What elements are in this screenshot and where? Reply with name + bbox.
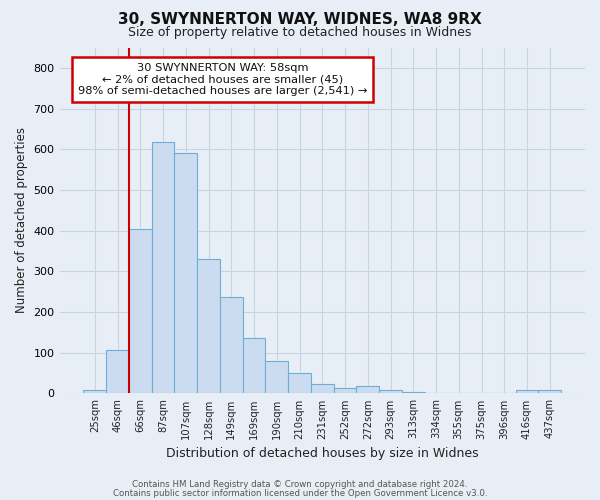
Bar [197,259,220,394]
Text: Size of property relative to detached houses in Widnes: Size of property relative to detached ho… [128,26,472,39]
Bar [129,230,152,394]
Bar [538,390,561,394]
Bar [288,372,311,394]
Bar [220,297,242,394]
Text: 30 SWYNNERTON WAY: 58sqm
← 2% of detached houses are smaller (45)
98% of semi-de: 30 SWYNNERTON WAY: 58sqm ← 2% of detache… [78,63,367,96]
Bar [175,153,197,394]
Bar [515,390,538,394]
Bar [242,338,265,394]
Bar [83,390,106,394]
Text: Contains HM Land Registry data © Crown copyright and database right 2024.: Contains HM Land Registry data © Crown c… [132,480,468,489]
Text: Contains public sector information licensed under the Open Government Licence v3: Contains public sector information licen… [113,489,487,498]
Bar [265,362,288,394]
Bar [402,392,425,394]
Bar [106,350,129,394]
Bar [311,384,334,394]
Bar [334,388,356,394]
Bar [152,142,175,394]
Bar [379,390,402,394]
X-axis label: Distribution of detached houses by size in Widnes: Distribution of detached houses by size … [166,447,479,460]
Bar [356,386,379,394]
Y-axis label: Number of detached properties: Number of detached properties [15,128,28,314]
Text: 30, SWYNNERTON WAY, WIDNES, WA8 9RX: 30, SWYNNERTON WAY, WIDNES, WA8 9RX [118,12,482,28]
